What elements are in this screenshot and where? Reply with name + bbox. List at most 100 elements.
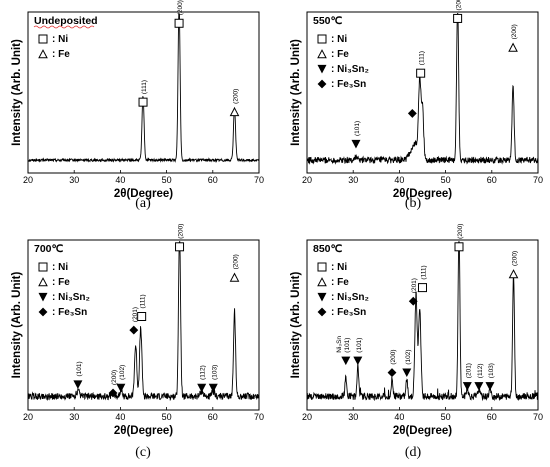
peak-marker-triangle — [508, 42, 518, 52]
x-tick-label: 70 — [254, 412, 264, 422]
peak-marker-down-triangle — [351, 139, 361, 149]
x-tick-label: 20 — [302, 412, 312, 422]
xrd-spectrum-line — [306, 241, 539, 402]
peak-marker-triangle — [229, 272, 240, 282]
hkl-label: (200) — [177, 0, 184, 15]
peak-marker-diamond — [129, 325, 139, 335]
legend-entry-label: : Fe — [52, 277, 70, 288]
hkl-label: (111) — [419, 51, 426, 65]
hkl-label: (101) — [354, 121, 361, 136]
x-tick-label: 60 — [487, 412, 497, 422]
hkl-label: (101) — [344, 338, 351, 353]
hkl-label: (112) — [200, 365, 207, 380]
x-tick-label: 50 — [162, 175, 172, 185]
peak-marker-down-triangle — [116, 383, 126, 393]
legend-triangle-icon — [317, 277, 327, 287]
legend-down-triangle-icon — [38, 292, 48, 302]
hkl-label: (200) — [233, 89, 240, 104]
xrd-spectrum-line — [306, 13, 539, 165]
x-tick-label: 50 — [441, 175, 451, 185]
x-tick-label: 50 — [162, 412, 172, 422]
peak-marker-down-triangle — [474, 382, 484, 391]
plot-frame — [306, 11, 539, 174]
peak-marker-square — [138, 97, 148, 107]
y-axis-label: Intensity (Arb. Unit) — [11, 39, 23, 146]
hkl-label: (103) — [211, 365, 218, 380]
peak-marker-square — [418, 283, 427, 293]
hkl-label: (102) — [405, 349, 412, 364]
plot-frame — [306, 239, 539, 411]
panel-label: (b) — [405, 196, 422, 211]
peak-marker-down-triangle — [197, 383, 207, 393]
sample-title: 850℃ — [313, 243, 343, 255]
panel-d: 20 30 40 50 60 70 2θ(Degree) Intensity (Arb. Un… — [290, 224, 543, 460]
x-tick-label: 20 — [23, 412, 33, 422]
x-tick-label: 30 — [69, 175, 79, 185]
x-axis-label: 2θ(Degree) — [393, 188, 452, 200]
x-tick-label: 50 — [441, 412, 451, 422]
y-axis-label: Intensity (Arb. Unit) — [290, 39, 302, 146]
hkl-label: (200) — [512, 251, 519, 266]
x-tick-label: 30 — [348, 175, 358, 185]
peak-marker-diamond — [108, 388, 118, 398]
hkl-label: (101) — [76, 361, 83, 376]
hkl-label: (101) — [356, 338, 363, 353]
legend-entry-label: : Fe — [331, 277, 349, 288]
x-tick-label: 60 — [208, 412, 218, 422]
panel-b: 20 30 40 50 60 70 2θ(Degree) Intensity (Arb. Un… — [290, 0, 543, 211]
panel-label: (c) — [135, 445, 151, 460]
peak-marker-down-triangle — [208, 383, 218, 393]
peak-marker-down-triangle — [341, 356, 351, 366]
hkl-label: (200) — [456, 0, 463, 10]
legend-square-icon — [38, 262, 48, 272]
legend-square-icon — [317, 262, 327, 272]
peak-marker-down-triangle — [462, 382, 472, 391]
x-tick-label: 60 — [208, 175, 218, 185]
peak-marker-square — [454, 242, 464, 252]
peak-marker-down-triangle — [353, 356, 363, 366]
x-tick-label: 20 — [23, 175, 33, 185]
xrd-spectrum-line — [27, 241, 260, 402]
legend-entry-label: : Ni₃Sn₂ — [52, 292, 90, 303]
peak-marker-square — [137, 312, 147, 321]
x-tick-label: 30 — [348, 412, 358, 422]
peak-marker-down-triangle — [402, 368, 412, 378]
peak-marker-triangle — [229, 106, 240, 117]
peak-marker-square — [174, 18, 184, 28]
legend-diamond-icon — [38, 307, 48, 317]
x-tick-label: 60 — [487, 175, 497, 185]
x-tick-label: 70 — [533, 412, 543, 422]
hkl-label: (201) — [465, 363, 472, 378]
hkl-label: (200) — [178, 224, 185, 239]
hkl-label: (200) — [457, 224, 464, 239]
legend-square-icon — [38, 34, 48, 44]
peak-marker-diamond — [387, 368, 397, 378]
x-axis-label: 2θ(Degree) — [114, 425, 173, 437]
hkl-label: (200) — [233, 254, 240, 269]
hkl-label: (200) — [111, 370, 118, 385]
legend-down-triangle-icon — [317, 64, 327, 74]
x-tick-label: 40 — [115, 175, 125, 185]
hkl-label: (102) — [119, 365, 126, 380]
x-tick-label: 20 — [302, 175, 312, 185]
plot-frame — [27, 239, 260, 411]
x-tick-label: 40 — [394, 412, 404, 422]
legend-down-triangle-icon — [317, 292, 327, 302]
panel-label: (a) — [135, 196, 151, 211]
legend-diamond-icon — [317, 79, 327, 89]
legend-entry-label: : Ni — [52, 262, 68, 273]
y-axis-label: Intensity (Arb. Unit) — [290, 271, 302, 378]
legend-entry-label: : Ni — [52, 34, 68, 45]
plot-frame — [27, 11, 260, 174]
hkl-label: (201) — [132, 307, 139, 322]
peak-marker-square — [416, 68, 426, 78]
hkl-label: (103) — [488, 363, 495, 378]
legend-entry-label: : Fe₃Sn — [52, 307, 87, 318]
panel-a: 20 30 40 50 60 70 2θ(Degree) Intensity (Arb. Un… — [11, 0, 264, 211]
legend-entry-label: : Fe — [331, 49, 349, 60]
x-axis-label: 2θ(Degree) — [393, 425, 452, 437]
hkl-label: (201) — [411, 278, 418, 293]
y-axis-label: Intensity (Arb. Unit) — [11, 271, 23, 378]
legend-entry-label: : Ni — [331, 262, 347, 273]
